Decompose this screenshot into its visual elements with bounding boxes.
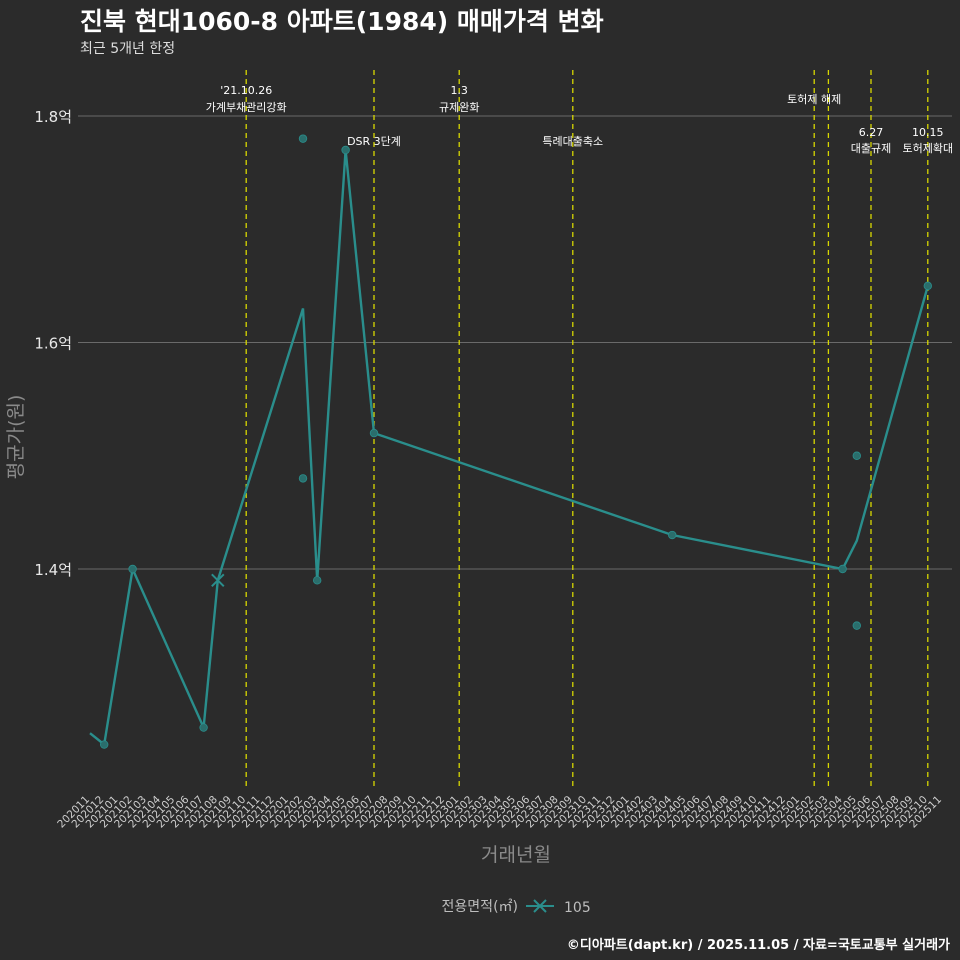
trade-point: [298, 134, 308, 143]
trade-point: [369, 428, 379, 438]
event-label: 1.3: [450, 84, 468, 97]
legend-swatch-cross: [533, 899, 547, 913]
event-label: DSR 3단계: [347, 135, 401, 148]
event-label: 토허제확대: [902, 142, 953, 155]
source-caption: ©디아파트(dapt.kr) / 2025.11.05 / 자료=국토교통부 실…: [566, 938, 950, 953]
trade-point: [128, 564, 137, 574]
y-axis-title: 평균가(원): [5, 395, 27, 480]
event-label: 가계부채관리강화: [206, 101, 287, 114]
trade-point: [923, 281, 932, 291]
y-tick-label: 1.6억: [34, 335, 72, 353]
event-label: 대출규제: [851, 142, 891, 155]
trade-point: [838, 564, 847, 574]
event-label: 특례대출축소: [542, 135, 603, 148]
event-label: 6.27: [859, 126, 884, 139]
trade-point: [852, 621, 861, 630]
legend-label-105: 105: [564, 900, 591, 916]
x-axis-title: 거래년월: [481, 844, 551, 866]
y-tick-label: 1.4억: [34, 561, 72, 579]
event-label: 토허제 해제: [787, 92, 841, 106]
trade-point: [313, 576, 322, 585]
trade-point: [341, 145, 350, 155]
chart-subtitle: 최근 5개년 한정: [80, 41, 176, 57]
cross-marker: [211, 573, 225, 588]
trade-point: [199, 723, 208, 732]
event-label: 규제완화: [439, 101, 479, 114]
event-label: '21.10.26: [220, 84, 272, 97]
trade-point: [852, 451, 861, 460]
series-line-105: [89, 149, 929, 747]
trade-point: [298, 474, 308, 483]
legend-title: 전용면적(㎡): [442, 899, 518, 915]
chart-title: 진북 현대1060-8 아파트(1984) 매매가격 변화: [80, 7, 604, 36]
trade-point: [99, 740, 109, 749]
event-label: 10.15: [912, 126, 944, 139]
trade-point: [668, 530, 677, 540]
y-tick-label: 1.8억: [34, 108, 72, 126]
